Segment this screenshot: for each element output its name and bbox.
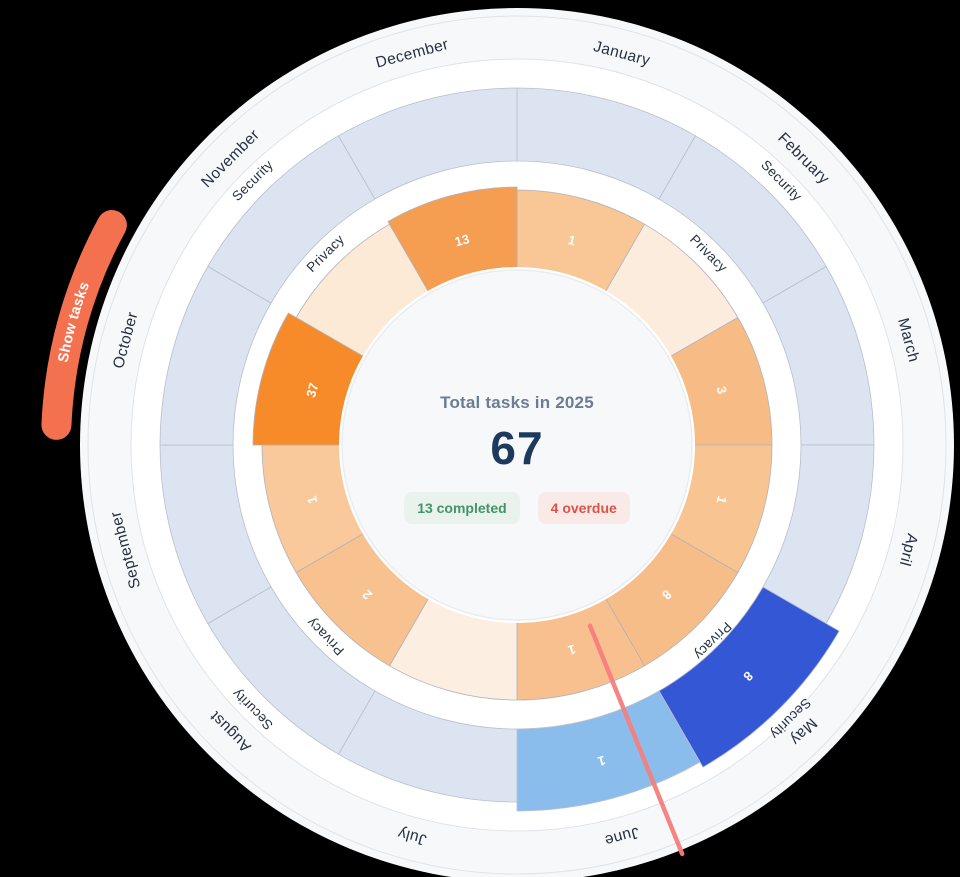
center-circle <box>341 269 693 621</box>
inner-gap-ring <box>233 161 801 729</box>
privacy-value-march: 3 <box>714 385 730 396</box>
security-value-june: 1 <box>596 753 607 769</box>
privacy-value-september: 1 <box>304 494 320 505</box>
month-band-inner-border <box>130 58 904 832</box>
show-tasks-button-shape[interactable] <box>41 210 127 440</box>
current-date-marker <box>587 623 685 857</box>
privacy-value-april: 1 <box>714 494 730 505</box>
security-segment-may[interactable] <box>658 586 840 768</box>
month-label-july: July <box>396 824 429 848</box>
month-band-outer-border <box>87 15 947 875</box>
privacy-value-december: 13 <box>453 231 471 249</box>
security-segment-december[interactable] <box>337 87 518 200</box>
security-ring <box>159 87 875 812</box>
privacy-value-june: 1 <box>566 642 577 658</box>
outer-gap-ring <box>131 59 903 831</box>
privacy-value-january: 1 <box>566 232 577 248</box>
privacy-ring <box>252 186 773 701</box>
privacy-value-october: 37 <box>303 381 321 399</box>
